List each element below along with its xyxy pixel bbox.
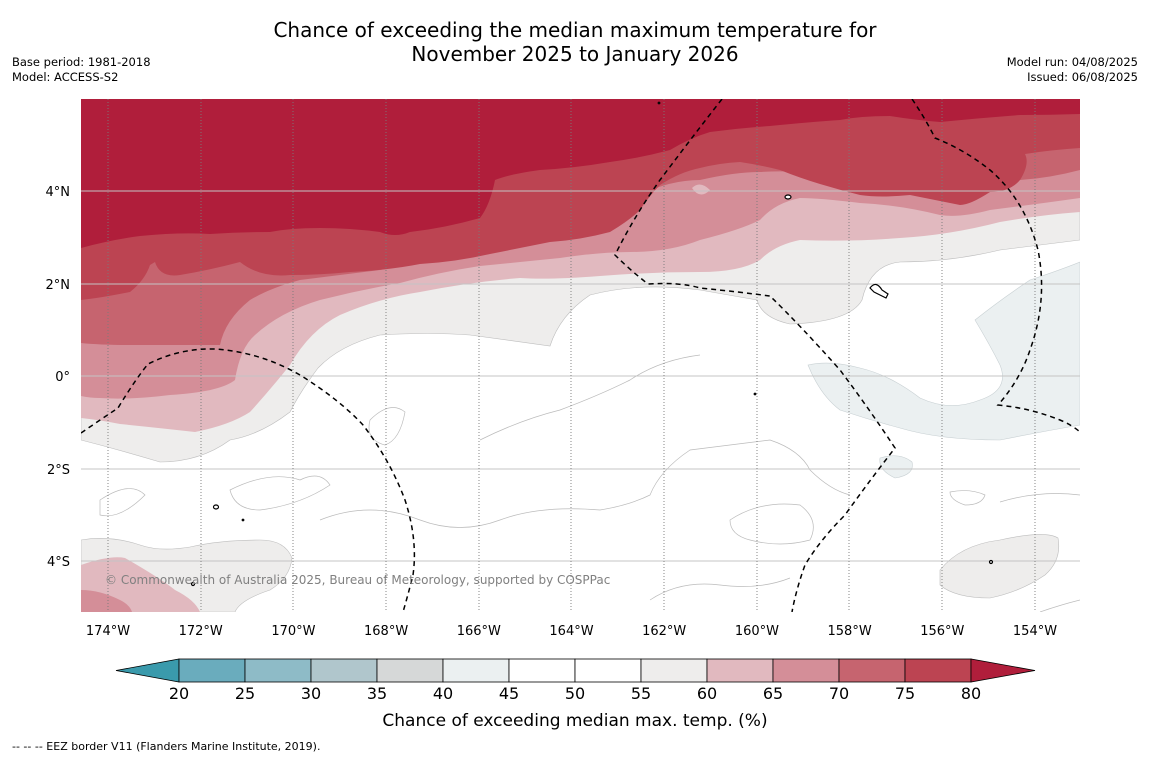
colorbar-cell (772, 658, 840, 683)
colorbar-tick-label: 35 (367, 684, 387, 703)
colorbar-ticks: 20 25 30 35 40 45 50 55 60 65 70 75 80 (169, 684, 981, 703)
colorbar-extend-low (115, 658, 180, 683)
colorbar-cell (310, 658, 378, 683)
contour-line (999, 493, 1080, 503)
island (988, 559, 994, 565)
island (241, 518, 245, 522)
band-65-70-south (81, 590, 132, 612)
island (212, 504, 220, 510)
colorbar-tick-label: 50 (565, 684, 585, 703)
band-above-80 (81, 99, 1080, 248)
island (190, 581, 196, 587)
colorbar-cells (115, 658, 1036, 683)
colorbar: 20 25 30 35 40 45 50 55 60 65 70 75 80 Chance of exc… (115, 658, 1036, 731)
lon-label: 174°W (86, 624, 130, 639)
contour-line (99, 488, 146, 517)
colorbar-tick-label: 30 (301, 684, 321, 703)
contour-line (1039, 599, 1080, 612)
meta-left: Base period: 1981-2018 Model: ACCESS-S2 (12, 55, 151, 85)
colorbar-tick-label: 65 (763, 684, 783, 703)
colorbar-tick-label: 40 (433, 684, 453, 703)
colorbar-cell (640, 658, 708, 683)
lon-label: 170°W (271, 624, 315, 639)
title-line-1: Chance of exceeding the median maximum t… (273, 18, 877, 42)
eez-footnote: -- -- -- EEZ border V11 (Flanders Marine… (12, 740, 321, 753)
colorbar-cell (838, 658, 906, 683)
lat-label: 0° (55, 370, 70, 385)
colorbar-cell (178, 658, 246, 683)
colorbar-cell (706, 658, 774, 683)
contour-line (479, 354, 701, 441)
contour-line (729, 503, 814, 545)
island (753, 392, 757, 396)
colorbar-tick-label: 75 (895, 684, 915, 703)
island (784, 194, 792, 200)
lon-label: 166°W (457, 624, 501, 639)
colorbar-tick-label: 55 (631, 684, 651, 703)
issued-label: Issued: 06/08/2025 (1027, 70, 1138, 84)
colorbar-tick-label: 80 (961, 684, 981, 703)
colorbar-tick-label: 20 (169, 684, 189, 703)
colorbar-tick-label: 70 (829, 684, 849, 703)
lat-label: 4°N (46, 185, 71, 200)
colorbar-cell (376, 658, 444, 683)
colorbar-cell (244, 658, 312, 683)
latitude-labels: 4°N 2°N 0° 2°S 4°S (46, 185, 71, 570)
island (657, 101, 661, 105)
band-60-65-islet (692, 184, 710, 195)
lat-label: 2°S (47, 463, 70, 478)
eez-border-west (81, 348, 416, 612)
lon-label: 164°W (549, 624, 593, 639)
lat-label: 4°S (47, 555, 70, 570)
probability-shading (81, 99, 1080, 612)
colorbar-label: Chance of exceeding median max. temp. (%… (382, 711, 767, 731)
graticule (81, 99, 1080, 612)
contour-line (319, 439, 851, 528)
colorbar-cell (508, 658, 576, 683)
longitude-labels: 174°W 172°W 170°W 168°W 166°W 164°W 162°W 160°W… (86, 624, 1057, 639)
base-period-label: Base period: 1981-2018 (12, 55, 151, 69)
eez-borders (81, 99, 1080, 612)
lon-label: 158°W (828, 624, 872, 639)
colorbar-cell (904, 658, 972, 683)
lon-label: 162°W (642, 624, 686, 639)
title-line-2: November 2025 to January 2026 (411, 42, 739, 66)
eez-border-central (614, 99, 896, 612)
copyright-text: © Commonwealth of Australia 2025, Bureau… (105, 573, 610, 587)
model-label: Model: ACCESS-S2 (12, 70, 119, 84)
contour-line (229, 475, 331, 511)
chart-title: Chance of exceeding the median maximum t… (0, 18, 1150, 66)
contour-line (649, 577, 791, 601)
map-panel: © Commonwealth of Australia 2025, Bureau… (81, 99, 1080, 612)
island (869, 283, 889, 299)
colorbar-tick-label: 25 (235, 684, 255, 703)
colorbar-tick-label: 45 (499, 684, 519, 703)
lon-label: 160°W (735, 624, 779, 639)
lon-label: 172°W (179, 624, 223, 639)
islands (190, 101, 994, 587)
meta-right: Model run: 04/08/2025 Issued: 06/08/2025 (1007, 55, 1138, 85)
lat-label: 2°N (46, 278, 71, 293)
model-run-label: Model run: 04/08/2025 (1006, 55, 1138, 69)
band-40-45-east (807, 261, 1080, 441)
contour-lines (99, 354, 1080, 612)
colorbar-extend-high (970, 658, 1036, 683)
lon-label: 154°W (1013, 624, 1057, 639)
lon-label: 168°W (364, 624, 408, 639)
band-55-60-southeast (939, 534, 1059, 599)
lon-label: 156°W (920, 624, 964, 639)
colorbar-cell (574, 658, 642, 683)
colorbar-tick-label: 60 (697, 684, 717, 703)
contour-line (949, 490, 986, 506)
colorbar-cell (442, 658, 510, 683)
